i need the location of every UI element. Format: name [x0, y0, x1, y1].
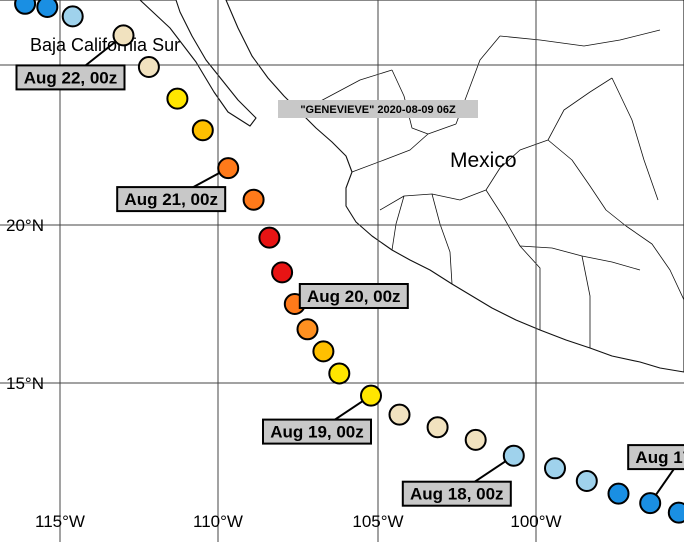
date-label-0: Aug 22, 00z: [15, 64, 126, 91]
date-label-box: [262, 418, 372, 445]
track-point-15: [360, 384, 382, 407]
track-point-20: [544, 457, 566, 480]
track-point-6: [191, 119, 214, 142]
title-background: [278, 100, 478, 118]
date-labels: Aug 22, 00z Aug 21, 00z Aug 20, 00z Aug 19,…: [15, 64, 684, 507]
track-point-4: [137, 56, 160, 78]
storm-title: "GENEVIEVE" 2020-08-09 06Z: [300, 104, 456, 116]
tick-label-110W: 110°W: [193, 512, 243, 531]
track-point-24: [667, 501, 684, 524]
date-label-box: [15, 64, 126, 91]
track-point-22: [607, 482, 630, 505]
date-label-box: [116, 186, 227, 213]
track-point-17: [426, 416, 449, 439]
date-label-text: Aug 17, 00z: [635, 448, 684, 467]
tick-label-15N: 15°N: [6, 374, 44, 393]
tick-label-20N: 20°N: [6, 216, 44, 235]
date-label-1: Aug 21, 00z: [116, 186, 227, 213]
track-point-19: [502, 444, 525, 467]
track-point-5: [166, 87, 189, 110]
date-label-box: [401, 480, 512, 507]
date-label-4: Aug 18, 00z: [401, 480, 512, 507]
land-layer: [0, 0, 684, 373]
track-point-18: [464, 428, 487, 451]
track-point-2: [61, 5, 84, 28]
latitude-tick-labels: 20°N 15°N: [6, 216, 44, 393]
storm-track: [14, 0, 684, 524]
track-point-16: [388, 403, 411, 426]
date-label-text: Aug 19, 00z: [270, 423, 364, 442]
track-point-3: [112, 24, 135, 47]
track-point-14: [328, 362, 351, 385]
track-point-10: [271, 261, 294, 284]
date-label-3: Aug 19, 00z: [262, 418, 372, 445]
tick-label-115W: 115°W: [35, 512, 85, 531]
date-label-box: [627, 444, 684, 471]
longitude-tick-labels: 115°W 110°W 105°W 100°W: [35, 512, 562, 531]
date-label-text: Aug 20, 00z: [307, 287, 401, 306]
date-label-5: Aug 17, 00z: [627, 444, 684, 471]
mainland-coastline: [225, 0, 684, 373]
track-point-0: [14, 0, 37, 15]
date-label-2: Aug 20, 00z: [298, 283, 409, 309]
track-point-21: [575, 470, 598, 492]
track-point-12: [296, 318, 319, 341]
track-point-13: [312, 340, 335, 363]
storm-title-banner: "GENEVIEVE" 2020-08-09 06Z: [278, 100, 478, 118]
tick-label-105W: 105°W: [352, 512, 403, 531]
baja-california-coastline: [0, 0, 257, 127]
date-label-box: [298, 283, 409, 309]
state-label: Baja California Sur: [30, 35, 180, 55]
track-point-7: [217, 157, 240, 180]
tick-label-100W: 100°W: [510, 512, 561, 531]
track-point-8: [242, 188, 265, 211]
date-label-text: Aug 21, 00z: [124, 190, 218, 209]
date-label-text: Aug 22, 00z: [24, 68, 118, 87]
track-point-9: [258, 226, 281, 249]
state-borders: [299, 29, 684, 348]
track-point-1: [36, 0, 59, 18]
date-label-text: Aug 18, 00z: [410, 485, 504, 504]
country-label: Mexico: [450, 149, 517, 172]
track-point-23: [639, 492, 662, 515]
